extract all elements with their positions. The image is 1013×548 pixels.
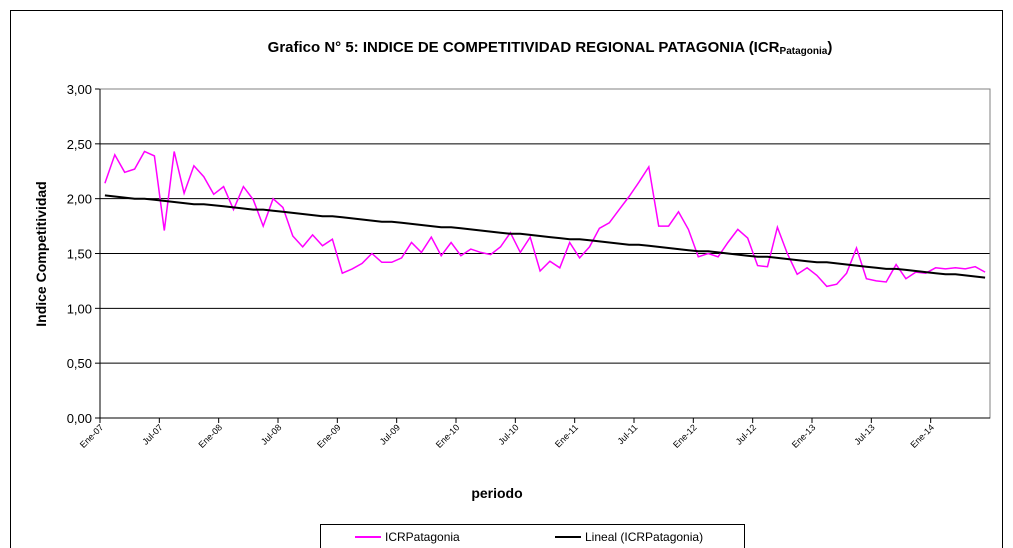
legend <box>320 524 745 548</box>
y-tick-label: 2,00 <box>67 192 92 207</box>
y-tick-label: 3,00 <box>67 82 92 97</box>
series-line <box>104 150 986 288</box>
series-line <box>104 194 986 279</box>
legend-label: Lineal (ICRPatagonia) <box>585 530 703 544</box>
legend-label: ICRPatagonia <box>385 530 460 544</box>
y-tick-label: 2,50 <box>67 137 92 152</box>
chart-title: Grafico N° 5: INDICE DE COMPETITIVIDAD R… <box>268 39 833 57</box>
title-main: Grafico N° 5: INDICE DE COMPETITIVIDAD R… <box>268 39 780 56</box>
y-axis-label: Indice Competitividad <box>33 181 49 326</box>
y-tick-label: 0,00 <box>67 411 92 426</box>
title-subscript: Patagonia <box>780 46 828 57</box>
x-axis-label: periodo <box>471 485 522 501</box>
chart-border <box>10 10 1003 548</box>
y-tick-label: 1,50 <box>67 247 92 262</box>
title-end: ) <box>827 39 832 56</box>
y-tick-label: 1,00 <box>67 301 92 316</box>
y-tick-label: 0,50 <box>67 356 92 371</box>
